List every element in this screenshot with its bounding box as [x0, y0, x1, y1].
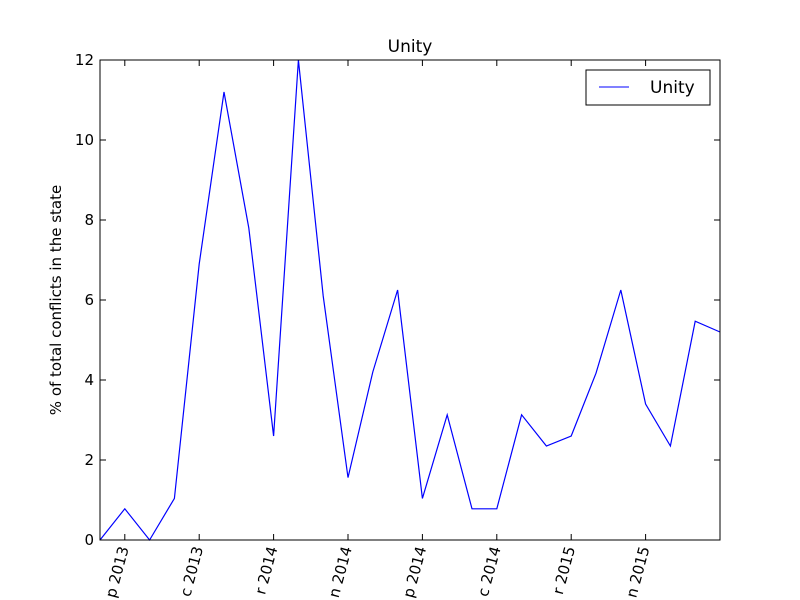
y-tick-label: 6 — [84, 291, 94, 309]
x-tick-label: n 2015 — [623, 544, 654, 599]
chart-title: Unity — [388, 37, 433, 57]
x-tick-label: p 2013 — [102, 544, 133, 599]
y-axis-label: % of total conflicts in the state — [47, 185, 65, 415]
y-tick-label: 8 — [84, 211, 94, 229]
plot-frame — [99, 59, 721, 541]
legend-label: Unity — [650, 78, 695, 98]
x-tick-label: c 2014 — [474, 544, 505, 598]
y-tick-label: 4 — [84, 371, 94, 389]
x-tick-label: c 2013 — [176, 544, 207, 598]
x-tick-label: n 2014 — [325, 544, 356, 599]
y-tick-label: 12 — [75, 51, 94, 69]
x-tick-label: r 2015 — [549, 544, 579, 596]
y-tick-label: 0 — [84, 531, 94, 549]
line-series — [99, 59, 721, 542]
y-tick-label: 2 — [84, 451, 94, 469]
x-tick-label: p 2014 — [399, 544, 430, 599]
y-tick-label: 10 — [75, 131, 94, 149]
x-tick-label: r 2014 — [251, 544, 281, 596]
